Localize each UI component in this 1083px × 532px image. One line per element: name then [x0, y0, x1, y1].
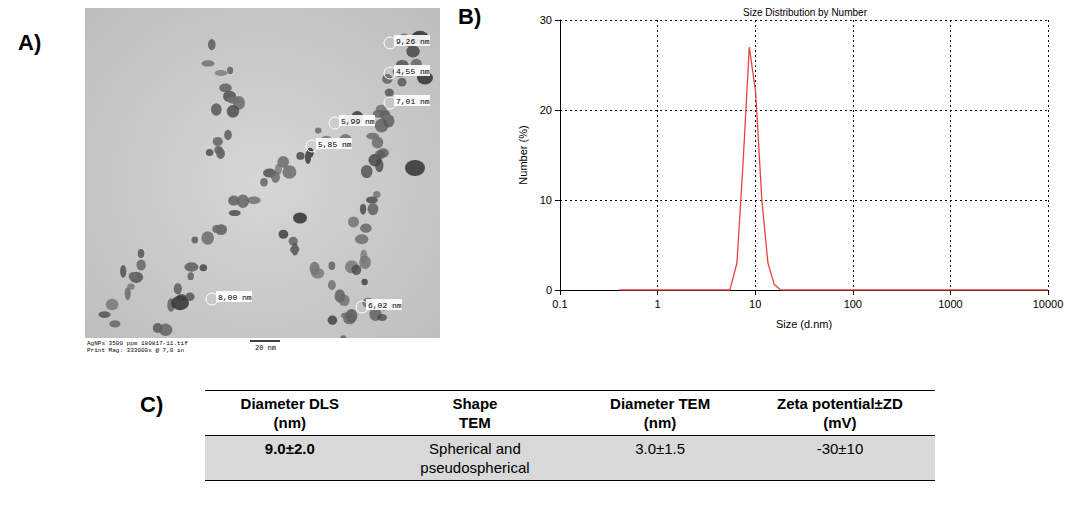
html-text:TEM: TEM — [459, 414, 491, 431]
svg-text:Print Mag: 333000x @ 7,0 in: Print Mag: 333000x @ 7,0 in — [87, 347, 185, 353]
svg-text:1: 1 — [655, 298, 661, 310]
html-text:Diameter DLS: Diameter DLS — [240, 395, 339, 412]
svg-text:9,26 nm: 9,26 nm — [396, 37, 430, 46]
html-text:(nm): (nm) — [643, 414, 677, 431]
svg-text:1000: 1000 — [938, 298, 962, 310]
svg-text:6,02 nm: 6,02 nm — [368, 301, 402, 310]
svg-text:20: 20 — [540, 104, 552, 116]
svg-text:10: 10 — [540, 194, 552, 206]
svg-text:10: 10 — [749, 298, 761, 310]
html-text:Zeta potential±ZD: Zeta potential±ZD — [777, 395, 903, 412]
svg-text:0: 0 — [546, 284, 552, 296]
svg-text:100: 100 — [844, 298, 862, 310]
svg-text:Number (%): Number (%) — [517, 125, 529, 184]
svg-text:4,55 nm: 4,55 nm — [396, 67, 430, 76]
svg-text:Size Distribution by Number: Size Distribution by Number — [743, 7, 868, 18]
svg-text:30: 30 — [540, 14, 552, 26]
svg-text:5,99 nm: 5,99 nm — [341, 117, 375, 126]
html-text:Diameter TEM: Diameter TEM — [610, 395, 711, 412]
svg-text:10000: 10000 — [1033, 298, 1064, 310]
html-text:9.0±2.0: 9.0±2.0 — [264, 440, 315, 457]
html-text:3.0±1.5: 3.0±1.5 — [635, 440, 686, 457]
svg-text:7,01 nm: 7,01 nm — [396, 97, 430, 106]
html-text:pseudospherical: pseudospherical — [420, 459, 530, 476]
html-text:(mV): (mV) — [823, 414, 857, 431]
svg-text:8,00 nm: 8,00 nm — [218, 293, 252, 302]
svg-text:Size (d.nm): Size (d.nm) — [776, 318, 832, 330]
html-text:C): C) — [140, 392, 164, 417]
svg-text:0.1: 0.1 — [552, 298, 567, 310]
svg-text:20 nm: 20 nm — [255, 344, 276, 352]
html-text:(nm): (nm) — [273, 414, 306, 431]
svg-text:AgNPs 3500 ppm 180817-11.tif: AgNPs 3500 ppm 180817-11.tif — [87, 340, 188, 347]
html-text:A): A) — [18, 30, 42, 55]
html-text:-30±10: -30±10 — [816, 440, 864, 457]
html-text:B): B) — [458, 4, 482, 29]
html-text:Spherical and: Spherical and — [429, 440, 521, 457]
svg-text:5,85 nm: 5,85 nm — [318, 140, 352, 149]
html-text:Shape: Shape — [452, 395, 498, 412]
